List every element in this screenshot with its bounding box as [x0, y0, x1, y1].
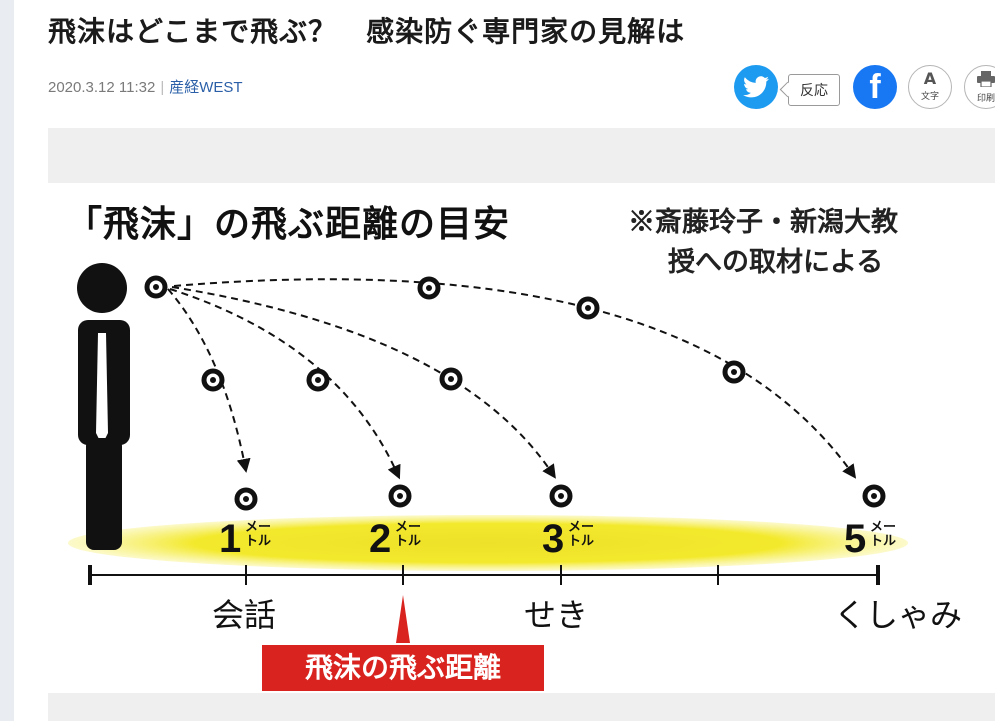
distance-unit-5: メー トル: [870, 520, 897, 549]
droplet-distance-label: 飛沫の飛ぶ距離: [262, 645, 544, 691]
trajectory-conversation: [167, 288, 251, 473]
source-link[interactable]: 産経WEST: [169, 79, 243, 96]
printer-icon: [977, 71, 995, 88]
facebook-share-button[interactable]: f: [853, 65, 897, 109]
distance-number-5: 5: [844, 517, 867, 561]
distance-highlight: [68, 515, 908, 571]
droplet-distance-illustration: [68, 263, 908, 643]
distance-ruler: [88, 565, 880, 585]
label-pointer: [396, 595, 410, 643]
article-title: 飛沫はどこまで飛ぶ？ 感染防ぐ専門家の見解は: [48, 15, 686, 48]
meta-separator: |: [160, 79, 165, 96]
font-size-button[interactable]: A 文字: [908, 65, 952, 109]
distance-unit-1: メー トル: [245, 520, 272, 549]
article-meta: 2020.3.12 11:32 | 産経WEST: [48, 76, 243, 97]
print-label: 印刷: [976, 94, 995, 104]
figure-title: 「飛沫」の飛ぶ距離の目安: [66, 204, 511, 245]
trajectory-cough: [171, 286, 556, 479]
page-left-strip: [0, 0, 14, 721]
print-button[interactable]: 印刷: [964, 65, 995, 109]
twitter-share-button[interactable]: [734, 65, 778, 109]
category-cough: せき: [524, 596, 589, 634]
trajectory-sneeze: [173, 278, 857, 479]
font-size-icon: A: [923, 69, 937, 88]
trajectory-2m: [169, 288, 401, 480]
distance-number-2: 2: [369, 517, 392, 561]
publish-date: 2020.3.12 11:32: [48, 79, 156, 96]
distance-number-1: 1: [219, 517, 242, 561]
font-size-label: 文字: [920, 92, 939, 102]
distance-unit-3: メー トル: [568, 520, 595, 549]
article-figure: [48, 183, 995, 693]
image-frame-bottom: [48, 693, 995, 721]
figure-source-note: ※斎藤玲子・新潟大教 授への取材による: [628, 203, 978, 283]
note-line-1: ※斎藤玲子・新潟大教: [628, 207, 898, 238]
category-conversation: 会話: [212, 596, 277, 634]
note-line-2: 授への取材による: [668, 247, 884, 278]
distance-number-3: 3: [542, 517, 565, 561]
twitter-bird-icon: [743, 76, 769, 98]
image-frame-top: [48, 128, 995, 183]
category-sneeze: くしゃみ: [834, 596, 963, 634]
reaction-button[interactable]: 反応: [788, 74, 840, 106]
facebook-icon: f: [869, 67, 881, 106]
distance-unit-2: メー トル: [395, 520, 422, 549]
person-silhouette: [77, 263, 130, 550]
